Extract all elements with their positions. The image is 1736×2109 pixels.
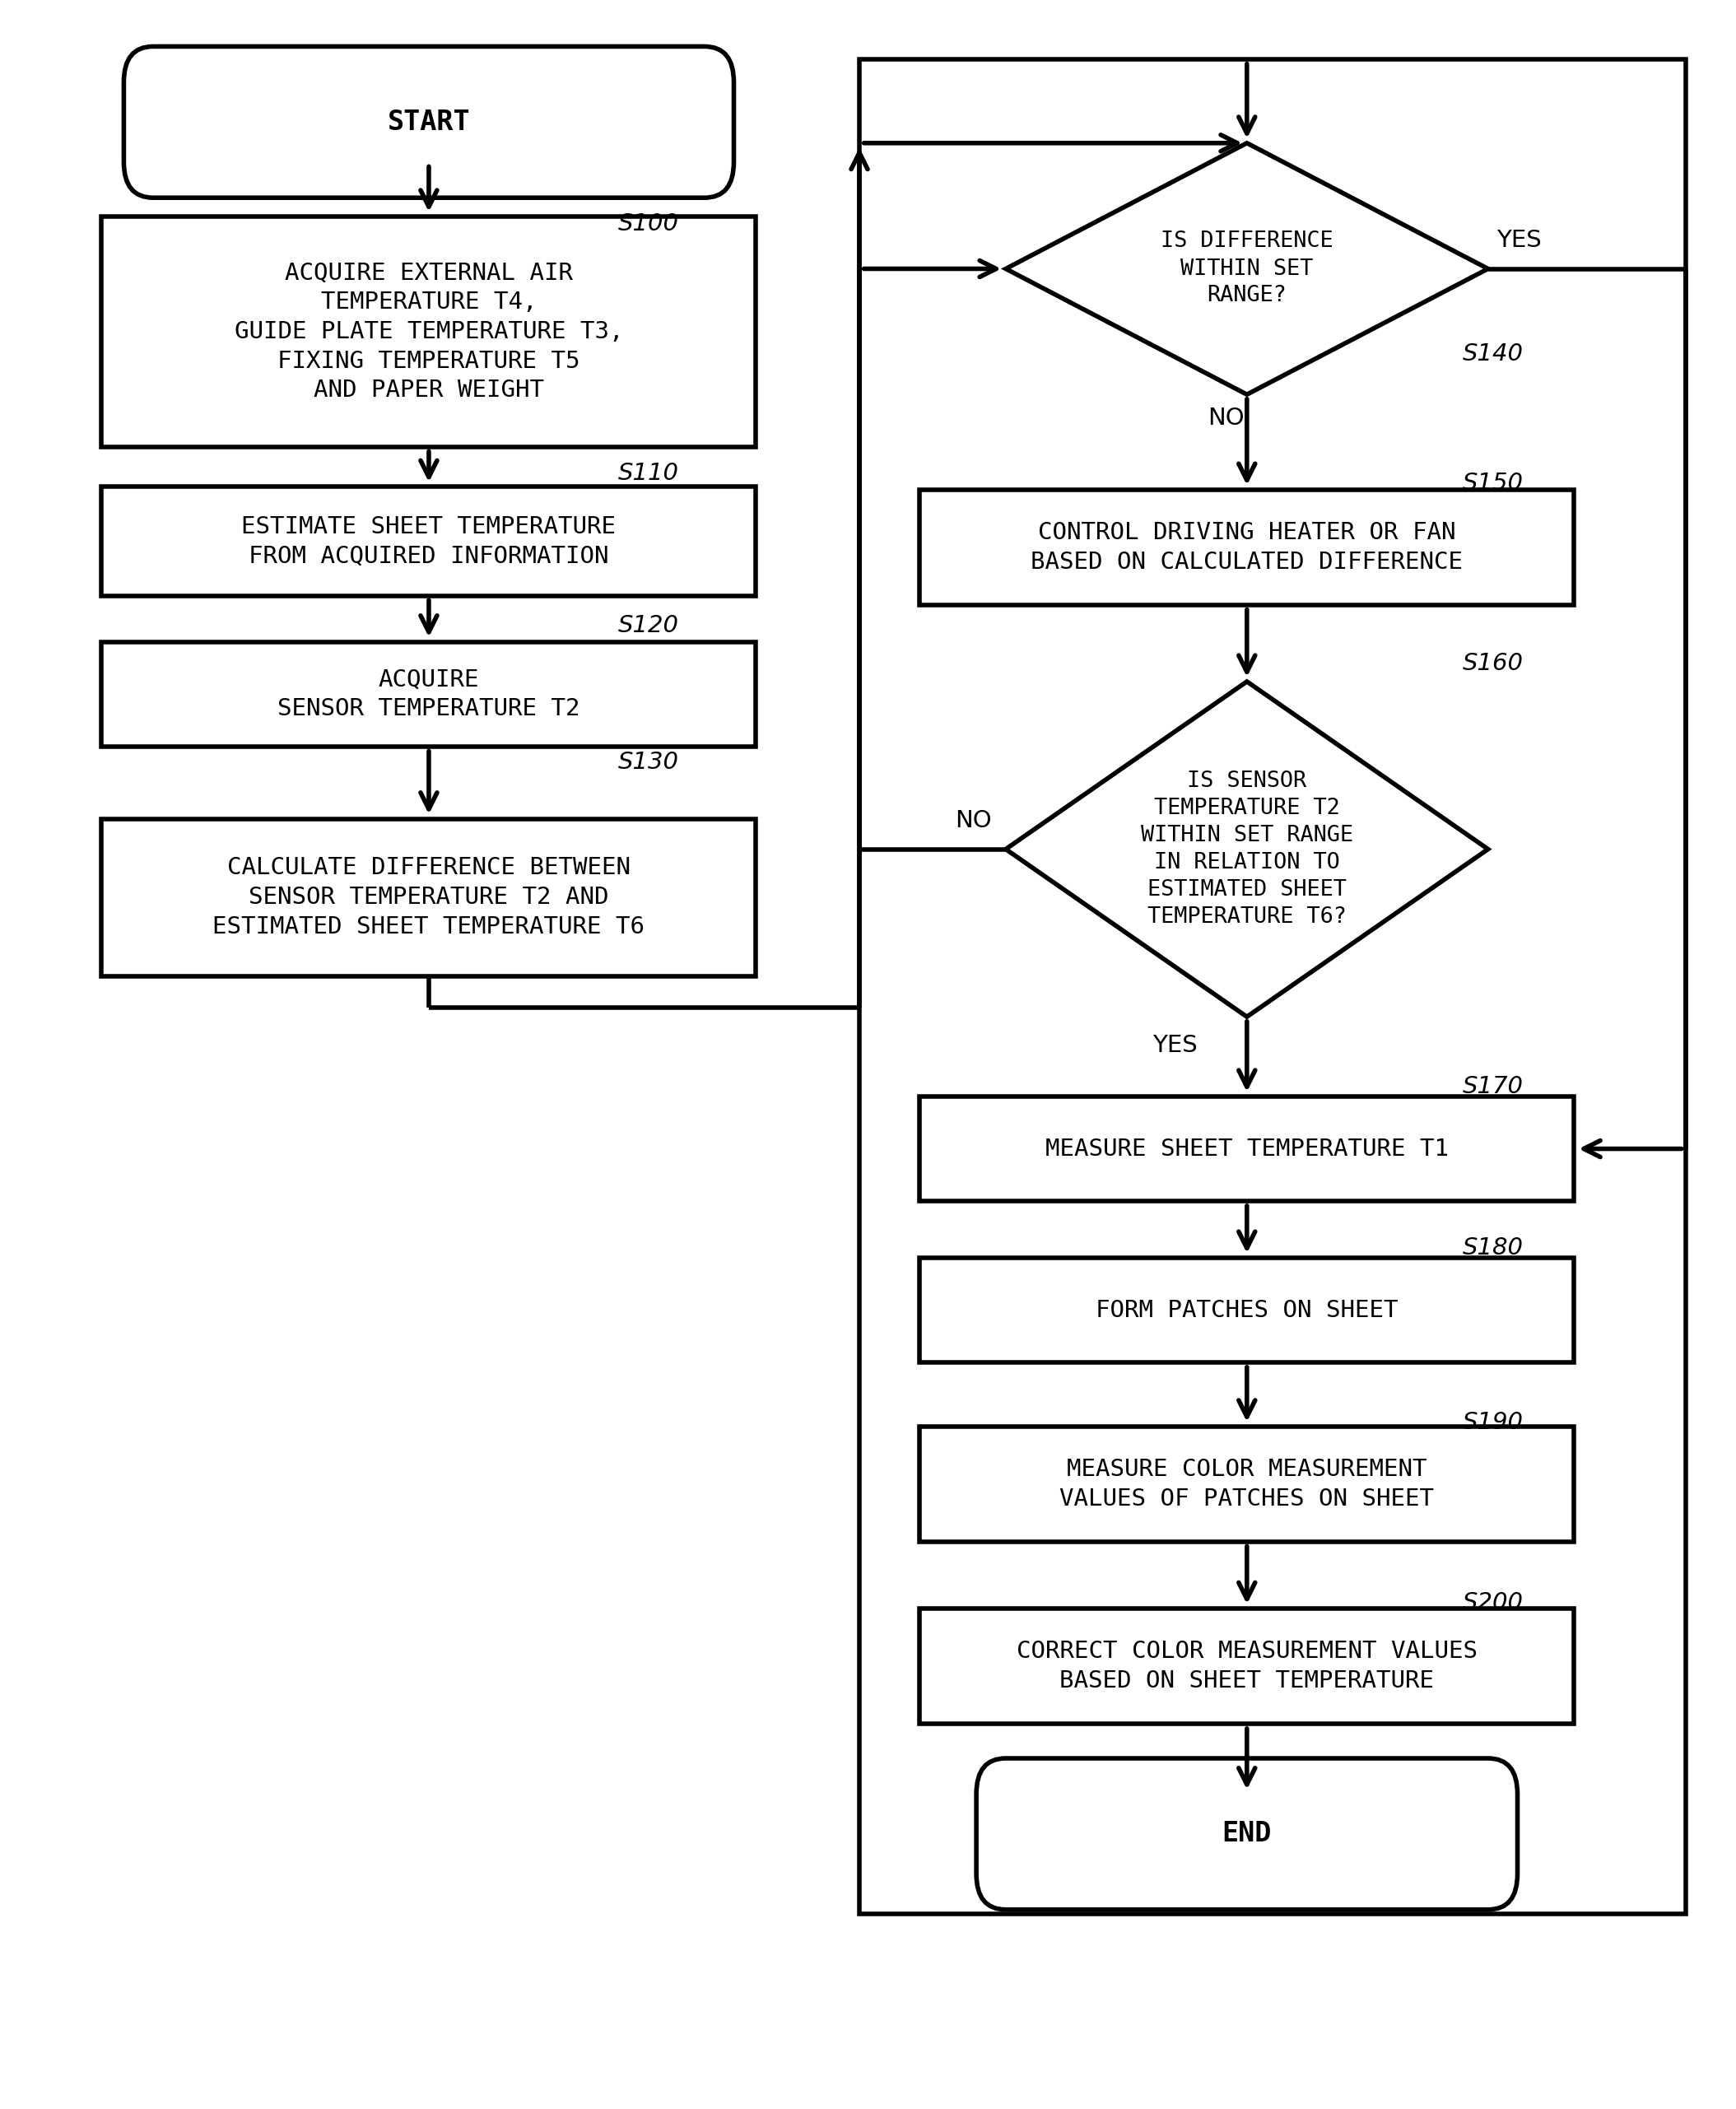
Text: NO: NO	[955, 810, 991, 833]
FancyBboxPatch shape	[123, 46, 734, 198]
Text: S150: S150	[1462, 472, 1522, 496]
Text: S100: S100	[618, 213, 679, 236]
Text: IS SENSOR
TEMPERATURE T2
WITHIN SET RANGE
IN RELATION TO
ESTIMATED SHEET
TEMPERA: IS SENSOR TEMPERATURE T2 WITHIN SET RANG…	[1141, 770, 1352, 928]
Text: YES: YES	[1496, 230, 1542, 251]
Text: ACQUIRE
SENSOR TEMPERATURE T2: ACQUIRE SENSOR TEMPERATURE T2	[278, 669, 580, 721]
Bar	[102, 217, 757, 447]
Bar	[920, 1097, 1575, 1202]
Text: S120: S120	[618, 614, 679, 637]
Bar	[102, 818, 757, 976]
Text: CORRECT COLOR MEASUREMENT VALUES
BASED ON SHEET TEMPERATURE: CORRECT COLOR MEASUREMENT VALUES BASED O…	[1016, 1641, 1477, 1694]
Text: S180: S180	[1462, 1236, 1522, 1259]
Text: FORM PATCHES ON SHEET: FORM PATCHES ON SHEET	[1095, 1299, 1397, 1322]
Bar	[102, 487, 757, 595]
Bar	[102, 641, 757, 747]
Text: CONTROL DRIVING HEATER OR FAN
BASED ON CALCULATED DIFFERENCE: CONTROL DRIVING HEATER OR FAN BASED ON C…	[1031, 521, 1463, 574]
Bar	[920, 1257, 1575, 1362]
Text: MEASURE COLOR MEASUREMENT
VALUES OF PATCHES ON SHEET: MEASURE COLOR MEASUREMENT VALUES OF PATC…	[1059, 1457, 1434, 1510]
Bar	[920, 489, 1575, 605]
Text: S160: S160	[1462, 652, 1522, 675]
Bar	[920, 1426, 1575, 1542]
Text: NO: NO	[1208, 407, 1245, 430]
Text: ESTIMATE SHEET TEMPERATURE
FROM ACQUIRED INFORMATION: ESTIMATE SHEET TEMPERATURE FROM ACQUIRED…	[241, 515, 616, 567]
Text: MEASURE SHEET TEMPERATURE T1: MEASURE SHEET TEMPERATURE T1	[1045, 1137, 1448, 1160]
Text: S130: S130	[618, 751, 679, 774]
Text: S200: S200	[1462, 1590, 1522, 1613]
Text: CALCULATE DIFFERENCE BETWEEN
SENSOR TEMPERATURE T2 AND
ESTIMATED SHEET TEMPERATU: CALCULATE DIFFERENCE BETWEEN SENSOR TEMP…	[214, 856, 644, 939]
Text: S110: S110	[618, 462, 679, 485]
Text: S140: S140	[1462, 342, 1522, 365]
Text: END: END	[1222, 1820, 1272, 1847]
FancyBboxPatch shape	[976, 1759, 1517, 1909]
Text: S190: S190	[1462, 1411, 1522, 1434]
Polygon shape	[1005, 143, 1488, 394]
Text: ACQUIRE EXTERNAL AIR
TEMPERATURE T4,
GUIDE PLATE TEMPERATURE T3,
FIXING TEMPERAT: ACQUIRE EXTERNAL AIR TEMPERATURE T4, GUI…	[234, 262, 623, 403]
Text: YES: YES	[1153, 1033, 1198, 1057]
Bar	[920, 1609, 1575, 1723]
Text: S170: S170	[1462, 1076, 1522, 1099]
Polygon shape	[1005, 681, 1488, 1017]
Bar	[859, 59, 1686, 1913]
Text: IS DIFFERENCE
WITHIN SET
RANGE?: IS DIFFERENCE WITHIN SET RANGE?	[1161, 230, 1333, 306]
Text: START: START	[387, 108, 470, 135]
